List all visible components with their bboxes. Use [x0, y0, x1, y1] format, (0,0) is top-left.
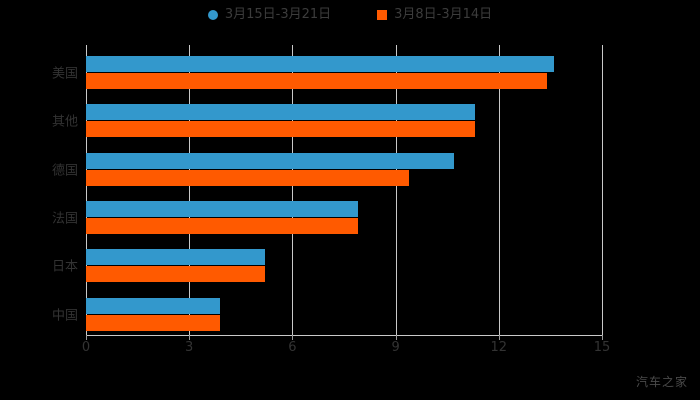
bar-日本-series-0[interactable]	[86, 249, 265, 266]
y-axis-label-日本: 日本	[51, 259, 78, 275]
gridline-12	[498, 45, 500, 335]
y-axis-label-中国: 中国	[51, 308, 78, 324]
watermark-label: 汽车之家	[635, 375, 688, 389]
y-axis-label-其他: 其他	[51, 114, 78, 130]
bar-德国-series-0[interactable]	[86, 152, 455, 169]
x-tick-mark-9	[395, 335, 397, 340]
bar-中国-series-0[interactable]	[86, 297, 221, 314]
x-tick-label-15: 15	[593, 340, 611, 355]
x-tick-mark-12	[498, 335, 500, 340]
bar-美国-series-1[interactable]	[86, 73, 547, 89]
bar-法国-series-0[interactable]	[86, 201, 358, 217]
x-axis-line	[86, 335, 602, 336]
legend-item-label: 3月8日-3月14日	[394, 7, 493, 22]
y-axis-label-法国: 法国	[51, 211, 78, 227]
bar-日本-series-1[interactable]	[86, 266, 265, 283]
bar-中国-series-1[interactable]	[86, 314, 221, 331]
gridline-15	[602, 45, 603, 335]
bar-其他-series-0[interactable]	[86, 104, 475, 121]
gridline-6	[292, 45, 294, 335]
y-axis-label-德国: 德国	[51, 163, 78, 179]
gridline-9	[395, 45, 397, 335]
legend-item-0[interactable]: 3月15日-3月21日	[207, 7, 332, 22]
bar-美国-series-0[interactable]	[86, 56, 554, 72]
x-tick-label-3: 3	[185, 340, 194, 355]
x-axis-tick-labels: 0 3 6 9 12 15	[0, 335, 700, 362]
x-tick-mark-6	[292, 335, 294, 340]
x-tick-label-6: 6	[288, 340, 297, 355]
legend-item-label: 3月15日-3月21日	[224, 7, 332, 22]
legend-square-marker-icon	[377, 9, 388, 20]
chart-legend: 3月15日-3月21日 3月8日-3月14日	[0, 8, 700, 21]
x-tick-mark-0	[86, 335, 87, 340]
y-axis-category-labels: 中国 日本 法国 德国 其他 美国	[0, 45, 78, 335]
bar-法国-series-1[interactable]	[86, 218, 358, 234]
legend-circle-marker-icon	[207, 9, 218, 20]
x-tick-mark-3	[189, 335, 191, 340]
bar-德国-series-1[interactable]	[86, 169, 410, 186]
y-axis-label-美国: 美国	[51, 66, 78, 82]
x-tick-mark-15	[602, 335, 603, 340]
gridline-0	[86, 45, 87, 335]
gridline-3	[189, 45, 191, 335]
x-tick-label-9: 9	[391, 340, 400, 355]
plot-area	[86, 45, 603, 335]
x-tick-label-0: 0	[81, 340, 91, 355]
bar-其他-series-1[interactable]	[86, 121, 475, 138]
x-tick-label-12: 12	[490, 340, 508, 355]
legend-item-1[interactable]: 3月8日-3月14日	[377, 8, 492, 21]
